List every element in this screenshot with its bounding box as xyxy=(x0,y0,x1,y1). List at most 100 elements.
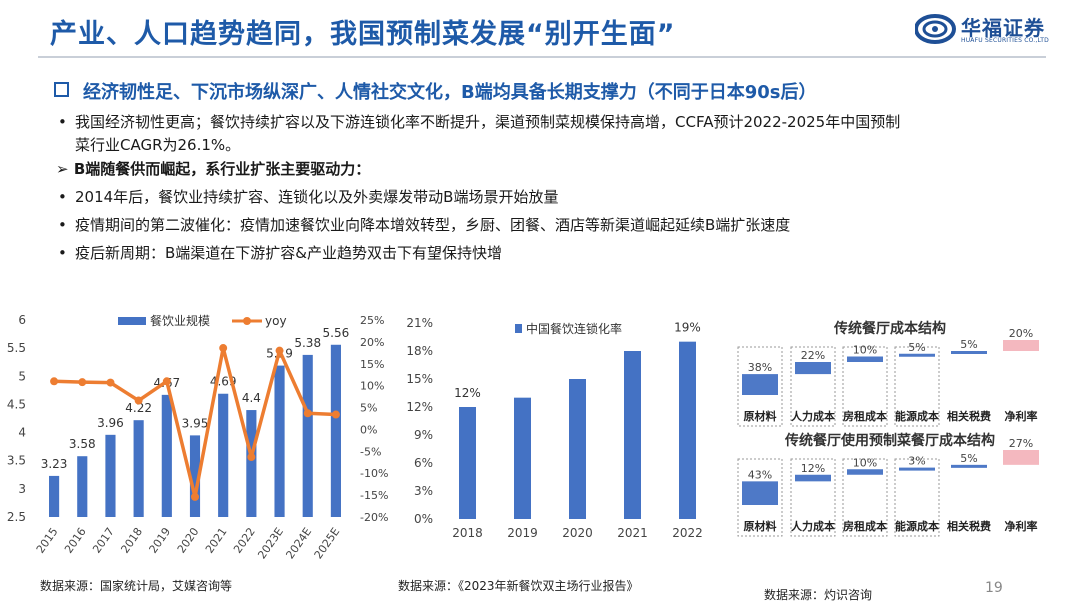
cost-data-label: 3% xyxy=(908,455,925,468)
bar xyxy=(161,394,172,517)
dashed-frame xyxy=(790,346,836,427)
y-tick-label: 9% xyxy=(414,428,433,442)
cost-bar xyxy=(899,353,935,357)
y-tick-label: 4 xyxy=(18,426,26,440)
page-title: 产业、人口趋势趋同，我国预制菜发展“别开生面” xyxy=(50,19,676,50)
bullet-dot-icon: • xyxy=(58,188,67,206)
line-point xyxy=(331,410,340,419)
y2-tick-label: -15% xyxy=(360,489,388,502)
bar-data-label: 19% xyxy=(674,321,701,335)
legend-marker xyxy=(243,317,251,325)
cost-bar xyxy=(899,467,935,471)
dashed-frame xyxy=(894,458,940,537)
cost-category-label: 能源成本 xyxy=(895,519,939,533)
cost-category-label: 房租成本 xyxy=(843,519,887,533)
bar xyxy=(330,344,341,517)
line-point xyxy=(219,344,228,353)
y2-tick-label: -5% xyxy=(360,445,381,458)
cost-data-label: 10% xyxy=(853,344,877,357)
bar-data-label: 5.56 xyxy=(323,326,350,340)
line-point xyxy=(106,378,115,387)
x-tick-label: 2020 xyxy=(562,526,593,540)
y2-tick-label: 0% xyxy=(360,423,377,436)
bar xyxy=(189,435,201,517)
chart-restaurant-scale-yoy: 2.533.544.555.56-20%-15%-10%-5%0%5%10%15… xyxy=(7,313,389,561)
cost-category-label: 净利率 xyxy=(1005,519,1038,533)
source-note-2: 数据来源：《2023年新餐饮双主场行业报告》 xyxy=(398,579,639,593)
y-tick-label: 6% xyxy=(414,456,433,470)
bar-data-label: 12% xyxy=(454,386,481,400)
legend-swatch-bar xyxy=(515,324,522,333)
y-tick-label: 3 xyxy=(18,482,26,496)
line-point xyxy=(134,396,143,405)
x-tick-label: 2025E xyxy=(312,525,343,561)
y2-tick-label: 20% xyxy=(360,336,384,349)
cost-data-label: 43% xyxy=(748,468,772,481)
bar-data-label: 3.58 xyxy=(69,437,96,451)
y2-tick-label: 15% xyxy=(360,358,384,371)
section-heading: 经济韧性足、下沉市场纵深广、人情社交文化，B端均具备长期支撑力（不同于日本90s… xyxy=(54,78,816,104)
bar-data-label: 5.38 xyxy=(294,336,321,350)
dashed-frame xyxy=(737,346,783,427)
cost-bar xyxy=(1003,450,1039,465)
y-tick-label: 18% xyxy=(406,344,433,358)
arrow-subheading: ➢ B端随餐供而崛起，系行业扩张主要驱动力： xyxy=(56,158,370,179)
line-point xyxy=(191,492,199,501)
section-heading-text: 经济韧性足、下沉市场纵深广、人情社交文化，B端均具备长期支撑力（不同于日本90s… xyxy=(83,82,817,103)
bullet-dot-icon: • xyxy=(58,113,67,131)
bar xyxy=(514,397,531,519)
legend-swatch-bar xyxy=(118,317,146,325)
dashed-frame xyxy=(842,458,888,537)
cost-category-label: 房租成本 xyxy=(843,409,887,423)
bar-data-label: 3.96 xyxy=(97,416,124,430)
page-number: 19 xyxy=(985,580,1003,596)
bar xyxy=(302,354,313,517)
cost-data-label: 5% xyxy=(960,452,977,465)
y-tick-label: 2.5 xyxy=(7,510,26,524)
company-logo: 华福证券 HUAFU SECURITIES CO.,LTD xyxy=(915,10,1055,50)
y2-tick-label: 25% xyxy=(360,314,384,327)
legend-label: yoy xyxy=(265,314,287,328)
bar-data-label: 4.22 xyxy=(125,401,152,415)
arrow-bullet-icon: ➢ xyxy=(56,160,69,178)
cost-chart-title: 传统餐厅使用预制菜餐厅成本结构 xyxy=(784,432,995,449)
cost-category-label: 原材料 xyxy=(744,519,777,533)
cost-category-label: 人力成本 xyxy=(791,409,835,423)
cost-bar xyxy=(1003,340,1039,351)
logo-text: 华福证券 xyxy=(961,16,1045,40)
cost-bar xyxy=(742,374,778,395)
dashed-frame xyxy=(842,346,888,427)
bullet-4-text: 疫后新周期：B端渠道在下游扩容&产业趋势双击下有望保持快增 xyxy=(75,244,502,262)
y-tick-label: 21% xyxy=(406,316,433,330)
cost-data-label: 20% xyxy=(1009,327,1033,340)
bar-data-label: 3.23 xyxy=(41,457,68,471)
legend-label: 中国餐饮连锁化率 xyxy=(526,321,622,336)
x-tick-label: 2018 xyxy=(452,526,483,540)
chart-cost-structure: 传统餐厅成本结构 38% 原材料 22% 人力成本 10% 房租成本 5% 能源成本 5% 相关税费… xyxy=(737,320,1039,537)
x-tick-label: 2015 xyxy=(34,525,61,555)
cost-data-label: 10% xyxy=(853,456,877,469)
logo-swirl-icon xyxy=(915,14,956,44)
y-tick-label: 3% xyxy=(414,484,433,498)
bar xyxy=(218,393,229,517)
y-tick-label: 15% xyxy=(406,372,433,386)
cost-bar xyxy=(795,362,831,375)
bar xyxy=(246,410,257,517)
y-tick-label: 0% xyxy=(414,512,433,526)
y-tick-label: 5.5 xyxy=(7,341,26,355)
cost-data-label: 5% xyxy=(960,338,977,351)
cost-category-label: 能源成本 xyxy=(895,409,939,423)
bullet-dot-icon: • xyxy=(58,216,67,234)
cost-bar xyxy=(847,469,883,475)
x-tick-label: 2024E xyxy=(283,525,314,561)
y-tick-label: 5 xyxy=(18,369,26,383)
cost-bar xyxy=(847,356,883,362)
bar xyxy=(105,434,116,517)
source-note-1: 数据来源：国家统计局，艾媒咨询等 xyxy=(40,579,233,593)
cost-data-label: 12% xyxy=(801,462,825,475)
cost-bar xyxy=(951,351,987,354)
y-tick-label: 12% xyxy=(406,400,433,414)
chart-chain-rate: 0% 3% 6% 9% 12% 15% 18% 21% 12% 2018 2019 2020 2021 1… xyxy=(406,316,702,540)
dashed-frame xyxy=(790,458,836,537)
dashed-frame xyxy=(894,346,940,427)
